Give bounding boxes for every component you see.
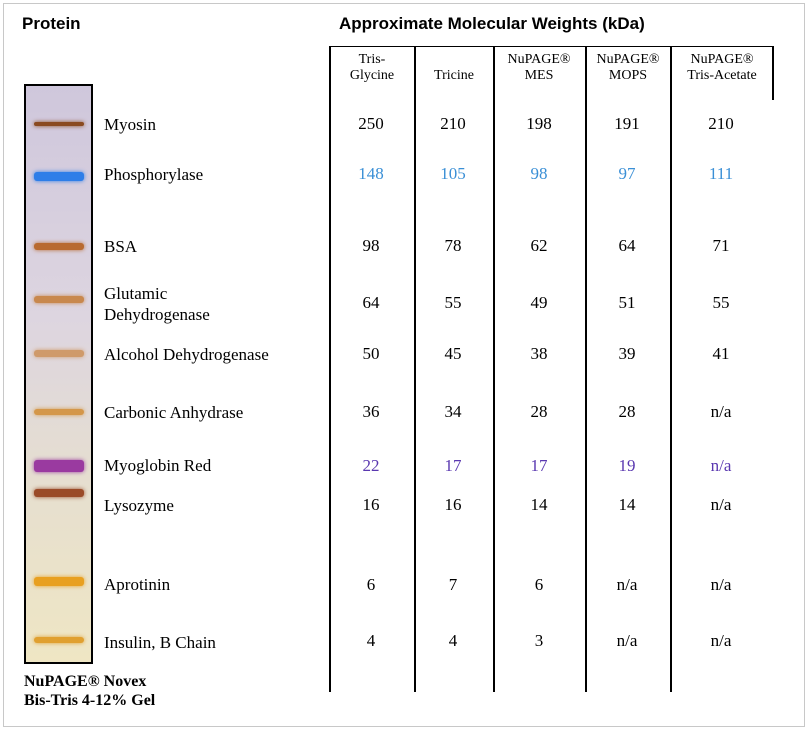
gel-caption: NuPAGE® Novex Bis-Tris 4-12% Gel — [24, 672, 155, 710]
protein-name: Myosin — [104, 115, 156, 134]
mw-value-cell: 98 — [530, 164, 548, 183]
figure-frame — [3, 3, 805, 727]
gel-band — [34, 409, 84, 415]
mw-value-cell: 210 — [440, 114, 466, 133]
gel-band — [34, 296, 84, 303]
mw-value-cell: 71 — [712, 236, 730, 255]
mw-value-cell: 50 — [362, 344, 380, 363]
protein-name: Carbonic Anhydrase — [104, 403, 244, 422]
gel-lane-image — [24, 84, 93, 664]
mw-value-cell: 64 — [618, 236, 636, 255]
gel-caption-line: NuPAGE® Novex — [24, 673, 147, 690]
mw-value-cell: 105 — [440, 164, 466, 183]
gel-band — [34, 577, 84, 586]
mw-value-cell: 51 — [618, 293, 636, 312]
column-divider — [414, 46, 416, 692]
mw-value-cell: 55 — [444, 293, 462, 312]
mw-value-cell: 14 — [530, 495, 548, 514]
column-header-line: Glycine — [349, 68, 395, 83]
mw-value-cell: 6 — [534, 575, 544, 594]
column-header-line: NuPAGE® — [690, 52, 754, 67]
mw-value-cell: 17 — [530, 456, 548, 475]
table-title: Approximate Molecular Weights (kDa) — [339, 14, 645, 33]
column-divider — [493, 46, 495, 692]
gel-band — [34, 460, 84, 472]
mw-value-cell: 4 — [448, 631, 458, 650]
mw-value-cell: 198 — [526, 114, 552, 133]
mw-value-cell: n/a — [710, 402, 732, 421]
column-divider — [329, 46, 331, 692]
mw-value-cell: 16 — [444, 495, 462, 514]
protein-name: BSA — [104, 237, 138, 256]
column-divider — [670, 46, 672, 692]
mw-value-cell: 64 — [362, 293, 380, 312]
protein-name: Phosphorylase — [104, 165, 204, 184]
mw-value-cell: n/a — [710, 456, 732, 475]
mw-value-cell: 148 — [358, 164, 384, 183]
header-rule — [329, 46, 773, 47]
protein-name: Alcohol Dehydrogenase — [104, 345, 269, 364]
column-header-line: NuPAGE® — [507, 52, 571, 67]
mw-value-cell: n/a — [710, 495, 732, 514]
protein-name: Aprotinin — [104, 575, 171, 594]
mw-value-cell: 62 — [530, 236, 548, 255]
gel-band — [34, 489, 84, 497]
mw-value-cell: 34 — [444, 402, 462, 421]
column-header-line: Tris- — [358, 52, 386, 67]
column-header-line: Tricine — [434, 68, 474, 83]
column-header-line: NuPAGE® — [596, 52, 660, 67]
column-header-tris-glycine: Tris- Glycine — [333, 52, 411, 84]
mw-value-cell: 22 — [362, 456, 380, 475]
mw-value-cell: 191 — [614, 114, 640, 133]
mw-value-cell: 17 — [444, 456, 462, 475]
protein-name: Myoglobin Red — [104, 456, 212, 475]
protein-name: Lysozyme — [104, 496, 174, 515]
mw-value-cell: 97 — [618, 164, 636, 183]
mw-value-cell: 45 — [444, 344, 462, 363]
mw-value-cell: 16 — [362, 495, 380, 514]
mw-value-cell: n/a — [616, 575, 638, 594]
mw-value-cell: n/a — [616, 631, 638, 650]
mw-value-cell: 55 — [712, 293, 730, 312]
column-header-line: MES — [524, 68, 554, 83]
mw-value-cell: 41 — [712, 344, 730, 363]
column-header-nupage-mops: NuPAGE® MOPS — [588, 52, 668, 84]
column-header-nupage-mes: NuPAGE® MES — [496, 52, 582, 84]
mw-value-cell: 39 — [618, 344, 636, 363]
gel-band — [34, 172, 84, 181]
mw-value-cell: 19 — [618, 456, 636, 475]
mw-value-cell: 6 — [366, 575, 376, 594]
mw-value-cell: 38 — [530, 344, 548, 363]
mw-value-cell: 210 — [708, 114, 734, 133]
mw-value-cell: 28 — [530, 402, 548, 421]
gel-band — [34, 350, 84, 357]
protein-name: Glutamic Dehydrogenase — [104, 284, 210, 324]
mw-value-cell: 7 — [448, 575, 458, 594]
mw-value-cell: 111 — [708, 164, 734, 183]
column-header-line: MOPS — [608, 68, 648, 83]
mw-value-cell: 3 — [534, 631, 544, 650]
mw-value-cell: 36 — [362, 402, 380, 421]
gel-band — [34, 122, 84, 126]
mw-value-cell: 14 — [618, 495, 636, 514]
mw-value-cell: 28 — [618, 402, 636, 421]
mw-value-cell: 78 — [444, 236, 462, 255]
column-header-tricine: Tricine — [417, 68, 491, 84]
gel-band — [34, 637, 84, 643]
gel-band — [34, 243, 84, 250]
column-divider — [772, 46, 774, 100]
protein-name: Insulin, B Chain — [104, 633, 216, 652]
protein-header: Protein — [22, 14, 81, 33]
mw-value-cell: n/a — [710, 575, 732, 594]
gel-caption-line: Bis-Tris 4-12% Gel — [24, 692, 156, 709]
column-header-line: Tris-Acetate — [687, 68, 757, 83]
column-divider — [585, 46, 587, 692]
column-header-nupage-tris-acetate: NuPAGE® Tris-Acetate — [672, 52, 772, 84]
mw-value-cell: 250 — [358, 114, 384, 133]
mw-value-cell: 98 — [362, 236, 380, 255]
mw-value-cell: 49 — [530, 293, 548, 312]
mw-value-cell: n/a — [710, 631, 732, 650]
mw-value-cell: 4 — [366, 631, 376, 650]
